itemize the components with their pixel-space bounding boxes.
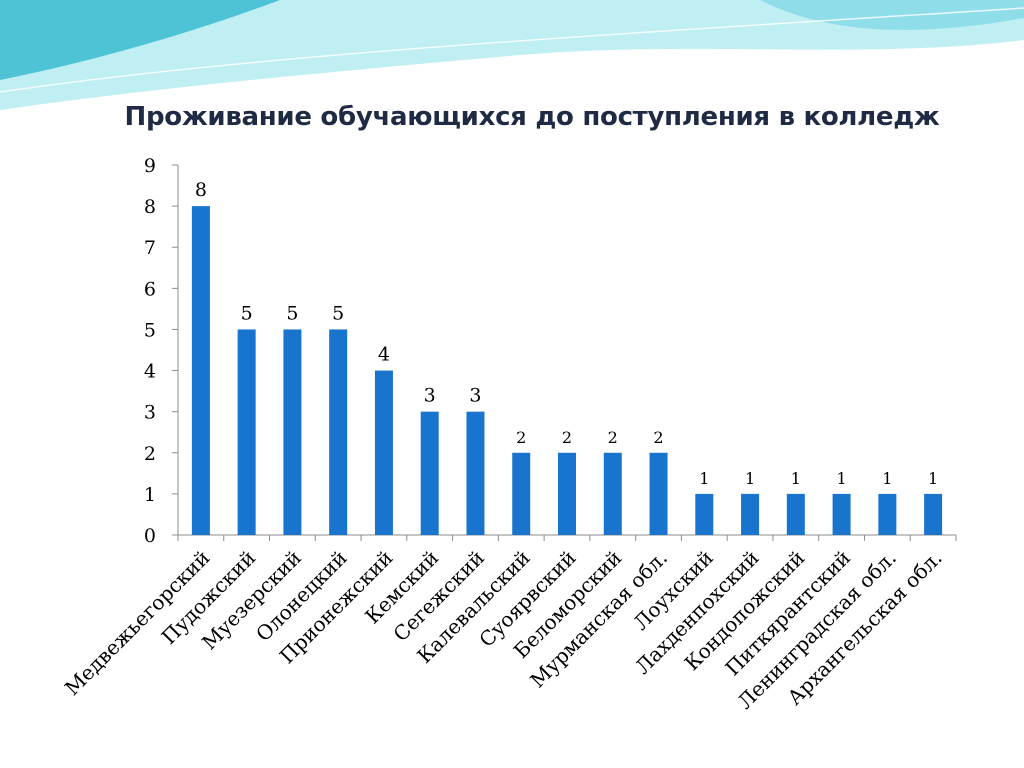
- bar: [329, 329, 348, 535]
- data-label: 2: [653, 428, 663, 447]
- data-label: 4: [378, 344, 390, 366]
- data-label: 5: [286, 302, 298, 324]
- header-wave-line: [0, 7, 1024, 93]
- bar: [695, 493, 714, 535]
- y-tick-label: 5: [144, 319, 156, 341]
- y-tick-label: 1: [144, 484, 156, 506]
- bar: [191, 206, 210, 535]
- bar: [786, 493, 805, 535]
- y-tick-label: 0: [144, 525, 156, 547]
- bar: [466, 411, 485, 535]
- bar: [237, 329, 256, 535]
- header-wave-mid: [0, 0, 1024, 30]
- y-tick-label: 8: [144, 196, 156, 218]
- bar: [741, 493, 760, 535]
- bar: [283, 329, 302, 535]
- chart-title: Проживание обучающихся до поступления в …: [124, 102, 940, 132]
- bar: [878, 493, 897, 535]
- data-label: 1: [745, 469, 755, 488]
- data-label: 3: [469, 385, 481, 407]
- header-wave-light: [0, 0, 1024, 110]
- data-label: 2: [516, 428, 526, 447]
- data-label: 3: [424, 385, 436, 407]
- bar: [603, 452, 622, 535]
- bar: [649, 452, 668, 535]
- y-tick-label: 2: [144, 443, 156, 465]
- y-tick-label: 3: [144, 402, 156, 424]
- data-labels: 8 5 5 5 4 3 3 2 2 2 2 1 1 1 1 1 1: [195, 179, 938, 488]
- data-label: 5: [241, 302, 253, 324]
- data-label: 1: [836, 469, 846, 488]
- y-tick-label: 6: [144, 278, 156, 300]
- x-axis: [177, 534, 957, 541]
- header-wave-dark: [0, 0, 280, 80]
- data-label: 1: [928, 469, 938, 488]
- category-labels: МедвежьегорскийПудожскийМуезерскийОлонец…: [60, 546, 947, 714]
- y-tick-label: 9: [144, 155, 156, 177]
- data-label: 5: [332, 302, 344, 324]
- data-label: 1: [699, 469, 709, 488]
- data-label: 1: [791, 469, 801, 488]
- y-axis: 0 1 2 3 4 5 6 7 8 9: [144, 155, 179, 547]
- data-label: 2: [562, 428, 572, 447]
- bar: [374, 370, 393, 535]
- bar: [512, 452, 531, 535]
- bar: [420, 411, 439, 535]
- bar: [924, 493, 943, 535]
- y-tick-label: 7: [144, 237, 156, 259]
- data-label: 1: [882, 469, 892, 488]
- bar: [558, 452, 576, 535]
- data-label: 8: [195, 179, 207, 201]
- y-tick-label: 4: [144, 361, 156, 383]
- bar: [832, 493, 851, 535]
- bars: [191, 206, 943, 535]
- data-label: 2: [608, 428, 618, 447]
